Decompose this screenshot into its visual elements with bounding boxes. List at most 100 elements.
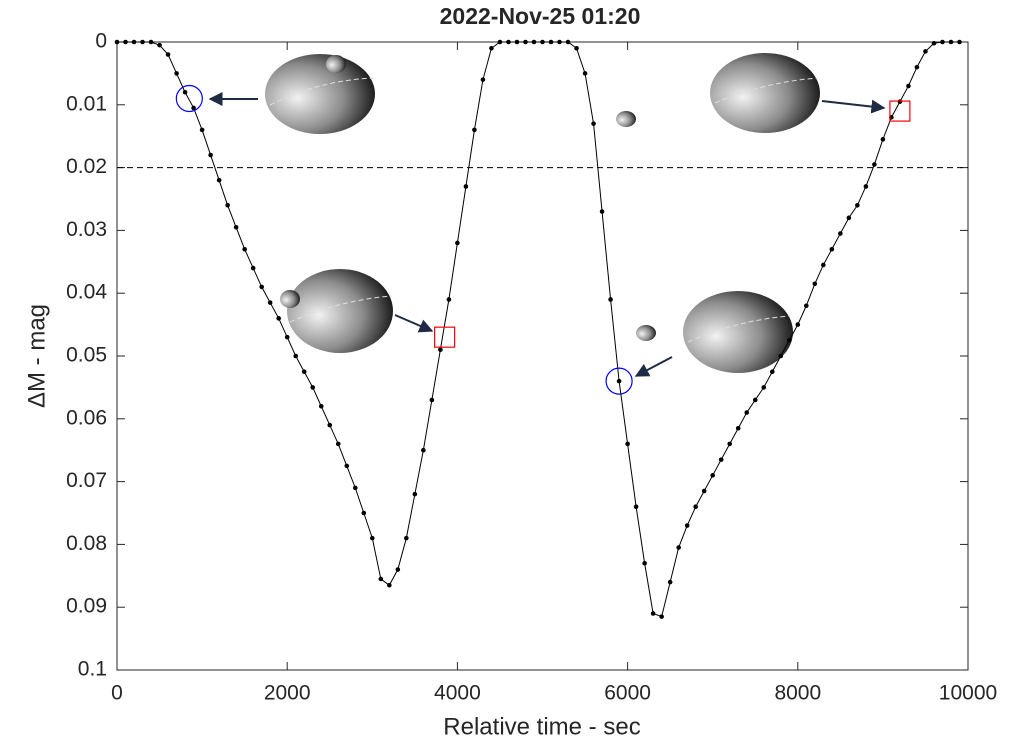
data-point [761, 385, 767, 390]
data-point [650, 611, 656, 616]
data-point [821, 262, 826, 268]
asteroid [265, 54, 375, 134]
data-point [276, 316, 281, 321]
data-point [795, 322, 801, 327]
data-point [242, 246, 247, 252]
x-tick-label: 2000 [264, 682, 311, 705]
data-point [931, 40, 937, 46]
data-point [872, 162, 877, 167]
data-point [582, 71, 588, 76]
data-point [174, 71, 179, 76]
data-point [565, 39, 571, 45]
data-point [157, 42, 162, 48]
data-point [718, 457, 724, 462]
illustrations [208, 53, 886, 377]
data-point [446, 297, 452, 302]
data-point [923, 49, 928, 54]
data-point [838, 231, 843, 236]
data-point [497, 39, 503, 45]
data-point [259, 284, 264, 290]
moon [636, 325, 656, 341]
data-point [710, 473, 715, 478]
orbit [687, 315, 791, 343]
x-tick-label: 4000 [434, 682, 481, 705]
y-tick-label: 0.02 [66, 155, 107, 178]
data-point [344, 463, 350, 469]
data-point [659, 614, 664, 619]
data-point [778, 353, 784, 359]
data-point [412, 491, 418, 497]
x-tick-label: 8000 [774, 682, 821, 705]
data-point [684, 523, 690, 528]
data-point [140, 39, 145, 45]
y-tick-label: 0.04 [66, 281, 107, 304]
data-point [131, 39, 137, 45]
data-point [557, 39, 562, 45]
data-point [506, 39, 511, 45]
data-point [574, 45, 579, 51]
asteroid [683, 291, 793, 373]
plot-frame [116, 41, 969, 671]
data-point [540, 39, 545, 45]
data-point [863, 184, 869, 189]
orbit [714, 77, 819, 104]
data-point [301, 369, 307, 375]
data-point [812, 281, 818, 287]
data-point [693, 504, 698, 510]
data-point [318, 403, 324, 409]
data-point [387, 582, 392, 588]
data-point [957, 39, 962, 45]
data-point [914, 64, 920, 70]
y-tick-label: 0.07 [66, 469, 107, 492]
asteroid [287, 269, 393, 353]
moon [326, 55, 346, 73]
moon [616, 111, 636, 127]
data-point [199, 127, 205, 133]
data-point [191, 105, 196, 111]
data-point [489, 45, 494, 51]
data-point [514, 39, 520, 45]
chart-title: 2022-Nov-25 01:20 [440, 3, 641, 29]
arrow [394, 314, 434, 333]
data-point [752, 397, 758, 403]
data-point [370, 535, 375, 541]
y-tick-label: 0.1 [78, 658, 107, 681]
data-point [667, 579, 673, 585]
data-point [906, 83, 911, 89]
data-point [548, 39, 554, 45]
data-point [940, 39, 945, 45]
data-point [616, 378, 622, 384]
data-point [472, 127, 477, 133]
y-axis-label: ΔM - mag [23, 304, 50, 408]
data-point [463, 184, 469, 189]
data-point [123, 39, 128, 45]
data-point [642, 560, 647, 566]
x-tick-label: 6000 [604, 682, 651, 705]
data-point [182, 89, 188, 95]
data-point [438, 347, 443, 353]
data-point [293, 353, 299, 359]
arrow [634, 356, 673, 377]
data-point [429, 397, 435, 403]
data-point [225, 202, 230, 208]
data-point [148, 39, 154, 45]
data-point [735, 425, 741, 431]
data-point [250, 265, 256, 271]
data-point [361, 510, 367, 516]
x-tick-label: 0 [111, 682, 123, 705]
highlight-square [434, 326, 456, 348]
x-axis-label: Relative time - sec [443, 713, 640, 740]
highlight-circle [605, 367, 633, 395]
data-point [948, 39, 954, 45]
data-point [523, 39, 528, 45]
data-point [531, 39, 537, 45]
data-point [216, 177, 222, 183]
moon [280, 290, 300, 308]
data-point [480, 77, 486, 82]
data-point [114, 39, 120, 45]
highlight-circle [175, 84, 203, 113]
asteroid [710, 53, 820, 133]
orbit [269, 77, 375, 106]
data-point [599, 209, 605, 214]
data-point [395, 567, 401, 572]
